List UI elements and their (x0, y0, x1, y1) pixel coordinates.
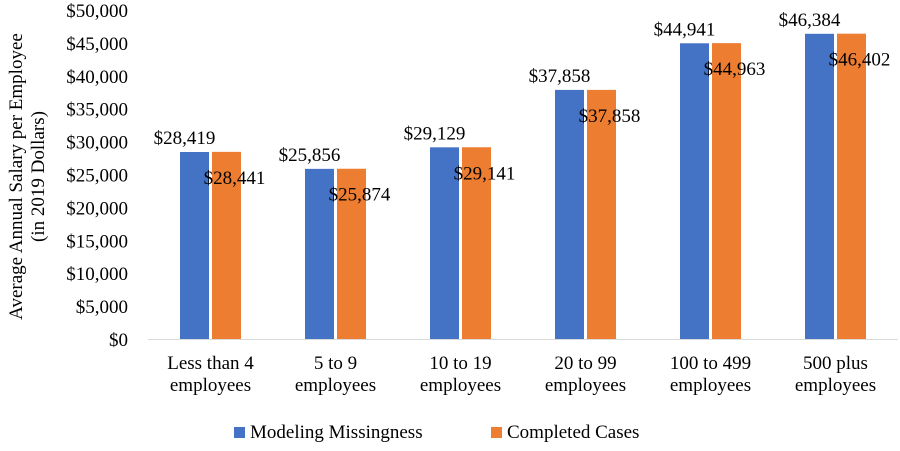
x-category-label: 100 to 499 employees (670, 353, 751, 396)
bar-modeling-missingness (680, 43, 709, 340)
data-label: $46,384 (779, 10, 841, 31)
y-axis-title-line: (in 2019 Dollars) (28, 111, 49, 242)
y-tick-label: $20,000 (66, 198, 128, 219)
legend-swatch (234, 427, 245, 438)
data-label: $25,856 (279, 145, 341, 166)
x-category-label: Less than 4 employees (167, 353, 254, 396)
x-category-line: 10 to 19 (429, 353, 491, 374)
data-label: $29,129 (404, 123, 466, 144)
x-category-line: 5 to 9 (314, 353, 357, 374)
bar-modeling-missingness (555, 89, 584, 339)
legend-label: Modeling Missingness (250, 422, 423, 443)
bar-completed-cases (337, 168, 366, 339)
data-label: $37,858 (579, 106, 641, 127)
data-label: $28,441 (204, 168, 266, 189)
data-labels: $28,419 $28,441 $25,856 $25,874 $29,129 $29,1… (154, 10, 891, 206)
data-label: $44,941 (654, 19, 716, 40)
y-axis-title-text: Average Annual Salary per Employee(in 20… (6, 33, 49, 320)
bar-completed-cases (587, 89, 616, 339)
x-category-line: employees (170, 375, 251, 396)
bar-modeling-missingness (180, 152, 209, 339)
x-category-label: 5 to 9 employees (295, 353, 376, 396)
legend-swatch (491, 427, 502, 438)
bars (180, 33, 866, 340)
bar-modeling-missingness (305, 168, 334, 339)
x-category-label: 20 to 99 employees (545, 353, 626, 396)
x-category-line: 20 to 99 (554, 353, 616, 374)
y-tick-label: $15,000 (66, 231, 128, 252)
bar-completed-cases (212, 151, 241, 339)
data-label: $37,858 (529, 66, 591, 87)
legend: Modeling Missingness Completed Cases (234, 422, 639, 443)
bar-modeling-missingness (430, 147, 459, 339)
x-category-line: employees (795, 375, 876, 396)
y-tick-label: $5,000 (76, 297, 128, 318)
x-category-line: Less than 4 (167, 353, 254, 374)
bar-completed-cases (462, 147, 491, 339)
x-category-line: employees (420, 375, 501, 396)
data-label: $28,419 (154, 128, 216, 149)
x-category-label: 10 to 19 employees (420, 353, 501, 396)
x-category-label: 500 plus employees (795, 353, 876, 396)
y-tick-label: $30,000 (66, 133, 128, 154)
bar-completed-cases (712, 43, 741, 339)
data-label: $44,963 (704, 59, 766, 80)
y-axis-title-line: Average Annual Salary per Employee (6, 33, 27, 320)
data-label: $46,402 (829, 50, 891, 71)
data-label: $25,874 (329, 185, 391, 206)
x-category-line: employees (545, 375, 626, 396)
y-tick-label: $45,000 (66, 34, 128, 55)
bar-modeling-missingness (805, 33, 834, 340)
x-category-line: 100 to 499 (670, 353, 751, 374)
y-tick-label: $50,000 (66, 1, 128, 22)
x-category-line: employees (670, 375, 751, 396)
bar-completed-cases (837, 33, 866, 340)
y-tick-label: $10,000 (66, 264, 128, 285)
y-tick-label: $40,000 (66, 67, 128, 88)
x-category-line: 500 plus (803, 353, 868, 374)
legend-label: Completed Cases (507, 422, 639, 443)
y-axis-title: Average Annual Salary per Employee(in 20… (6, 33, 49, 320)
x-category-line: employees (295, 375, 376, 396)
y-tick-label: $35,000 (66, 100, 128, 121)
y-tick-label: $0 (109, 330, 128, 351)
y-axis-ticks: $0 $5,000 $10,000 $15,000 $20,000 $25,000 $30,… (66, 1, 128, 351)
y-tick-label: $25,000 (66, 166, 128, 187)
data-label: $29,141 (454, 163, 516, 184)
